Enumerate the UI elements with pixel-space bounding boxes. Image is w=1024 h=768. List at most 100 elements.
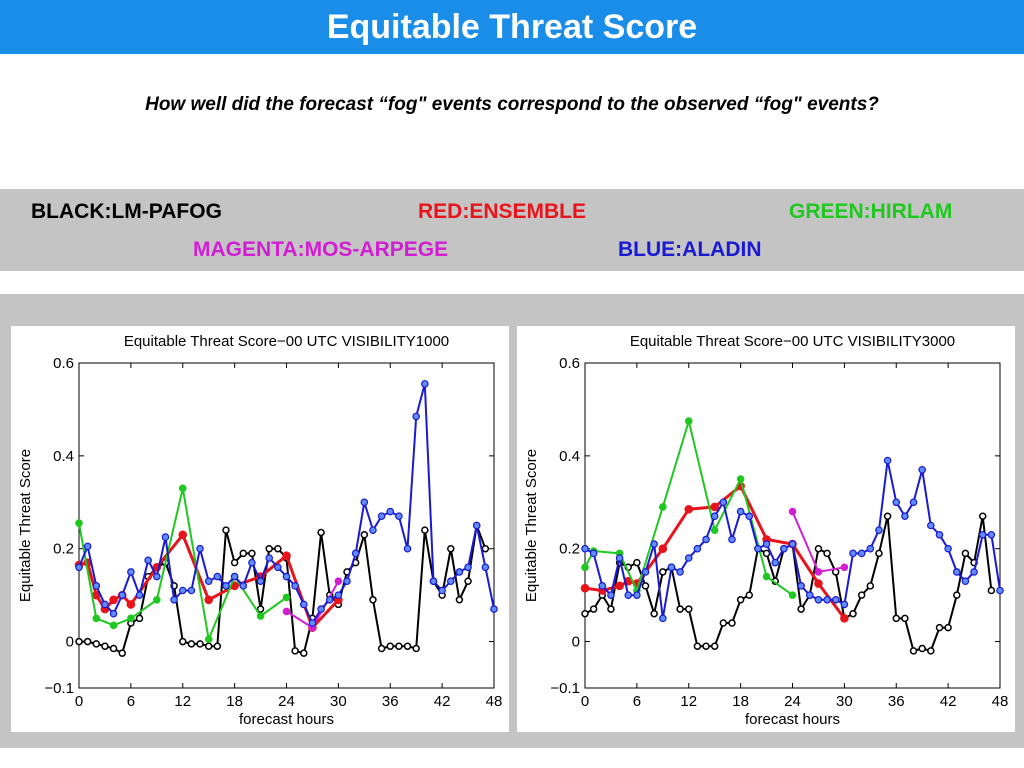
data-point: [101, 600, 109, 609]
data-point: [589, 549, 598, 558]
data-point: [300, 649, 308, 657]
plot-frame: [584, 362, 1001, 689]
data-point: [187, 586, 196, 595]
x-tick-label: 48: [992, 693, 1009, 710]
x-tick-label: 24: [278, 693, 295, 710]
x-tick-label: 12: [680, 693, 697, 710]
data-point: [230, 572, 239, 581]
x-tick-label: 42: [434, 693, 451, 710]
data-point: [438, 586, 446, 595]
data-point: [109, 595, 118, 605]
x-tick-label: 0: [581, 693, 589, 710]
data-point: [395, 512, 403, 521]
data-point: [719, 498, 728, 507]
data-point: [196, 640, 204, 648]
data-point: [325, 595, 334, 604]
data-point: [762, 572, 771, 581]
data-point: [127, 568, 135, 576]
data-point: [92, 640, 101, 648]
data-point: [196, 544, 204, 553]
data-point: [857, 591, 866, 599]
data-point: [944, 623, 952, 632]
data-point: [892, 498, 901, 507]
chart-panel-visibility1000: Equitable Threat Score−00 UTC VISIBILITY…: [11, 326, 509, 732]
data-point: [728, 535, 736, 544]
data-point: [204, 595, 213, 605]
data-point: [282, 593, 291, 602]
data-point: [684, 554, 693, 562]
data-point: [788, 540, 797, 548]
data-point: [866, 582, 875, 590]
data-point: [814, 568, 823, 576]
legend-item-mos-arpege: MAGENTA:MOS-ARPEGE: [193, 238, 449, 261]
series-line-mos-arpege: [791, 511, 845, 573]
data-point: [710, 642, 719, 650]
x-tick-label: 12: [174, 693, 191, 710]
data-point: [650, 540, 658, 548]
series-line-hirlam: [78, 487, 288, 641]
y-tick-label: 0.6: [559, 355, 580, 372]
data-point: [265, 554, 274, 562]
data-point: [659, 614, 667, 623]
data-point: [797, 582, 805, 590]
data-point: [178, 484, 187, 493]
data-point: [685, 605, 693, 613]
data-point: [607, 591, 615, 599]
data-point: [953, 591, 961, 599]
data-point: [299, 600, 308, 609]
series-line-hirlam: [584, 420, 794, 596]
chart-visibility3000: Equitable Threat Score−00 UTC VISIBILITY…: [523, 333, 1009, 728]
data-point: [127, 614, 135, 623]
data-point: [204, 635, 213, 644]
data-point: [927, 647, 935, 655]
data-point: [256, 577, 265, 586]
data-point: [369, 596, 377, 604]
data-point: [265, 544, 273, 553]
data-point: [204, 642, 213, 650]
data-point: [109, 644, 118, 653]
data-point: [153, 595, 161, 604]
data-point: [667, 563, 676, 572]
data-point: [472, 521, 481, 530]
data-point: [429, 577, 438, 586]
data-point: [840, 563, 849, 572]
data-point: [857, 549, 866, 558]
x-tick-label: 6: [633, 693, 641, 710]
x-tick-label: 42: [940, 693, 957, 710]
data-point: [481, 544, 490, 553]
data-point: [598, 582, 607, 590]
data-point: [386, 642, 394, 650]
x-tick-label: 30: [330, 693, 347, 710]
data-point: [762, 549, 771, 558]
data-point: [633, 591, 641, 599]
legend-item-aladin: BLUE:ALADIN: [618, 238, 762, 261]
data-point: [395, 642, 403, 650]
data-point: [736, 475, 745, 483]
data-point: [927, 521, 935, 530]
data-point: [360, 498, 369, 507]
data-point: [580, 583, 590, 593]
data-point: [222, 526, 230, 534]
data-point: [481, 563, 490, 572]
data-point: [178, 530, 188, 540]
y-tick-label: 0: [572, 634, 580, 651]
data-point: [970, 568, 978, 576]
data-point: [797, 605, 805, 613]
data-point: [710, 502, 719, 512]
data-point: [222, 582, 230, 590]
data-point: [109, 621, 118, 630]
data-point: [581, 563, 589, 572]
x-tick-label: 48: [486, 693, 503, 710]
data-point: [788, 591, 797, 599]
data-point: [187, 640, 196, 648]
data-point: [92, 582, 101, 590]
data-point: [684, 417, 693, 425]
data-point: [360, 531, 369, 539]
data-point: [248, 558, 256, 567]
data-point: [719, 619, 728, 627]
series-hirlam: [581, 417, 797, 599]
x-tick-label: 0: [75, 693, 83, 710]
data-point: [256, 605, 265, 613]
data-point: [464, 563, 472, 572]
data-point: [892, 614, 900, 623]
